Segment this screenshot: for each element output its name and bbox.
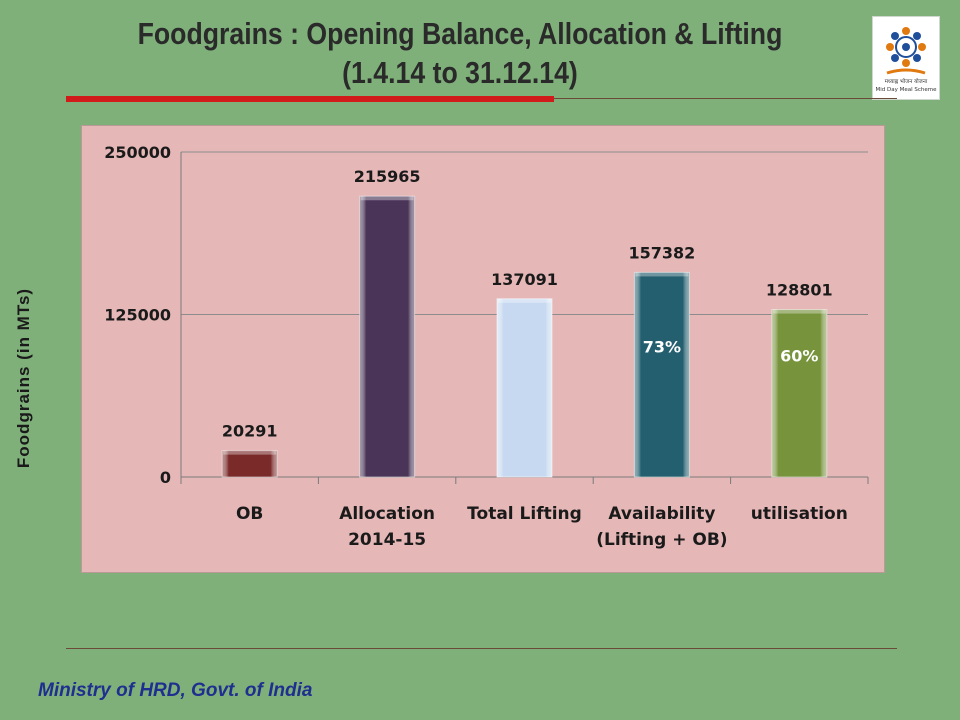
bar-highlight: [359, 195, 416, 478]
footer-ministry: Ministry of HRD, Govt. of India: [38, 680, 313, 701]
bar-value-label: 157382: [629, 243, 696, 262]
bar-value-label: 215965: [354, 167, 421, 186]
bar-highlight: [496, 298, 553, 478]
bar-top-bevel: [772, 309, 826, 314]
bar-highlight: [633, 271, 690, 478]
x-category-label: utilisation: [751, 504, 848, 524]
title-line-1: Foodgrains : Opening Balance, Allocation…: [137, 16, 783, 51]
x-category-label: (Lifting + OB): [596, 530, 727, 550]
footer-divider: [66, 648, 897, 649]
x-category-label: 2014-15: [348, 530, 426, 550]
bar-value-label: 20291: [222, 422, 278, 441]
logo-emblem-icon: मध्याह्न भोजन योजना Mid Day Meal Scheme: [875, 27, 937, 93]
y-tick-label: 250000: [104, 143, 171, 162]
chart-panel: 0 125000 250000 20291 OB 215965 Allocation 2014…: [81, 125, 885, 573]
y-axis-label: Foodgrains (in MTs): [14, 287, 33, 469]
y-tick-label: 125000: [104, 306, 171, 325]
bar-top-bevel: [635, 272, 689, 277]
bar-top-bevel: [498, 298, 551, 303]
bar-value-label: 137091: [491, 270, 558, 289]
page-title: Foodgrains : Opening Balance, Allocation…: [99, 14, 821, 92]
x-category-label: Availability: [608, 504, 715, 524]
title-divider: [554, 98, 897, 99]
bar-value-label: 128801: [766, 281, 833, 300]
x-category-label: Total Lifting: [467, 504, 582, 524]
logo-hindi-text: मध्याह्न भोजन योजना: [885, 78, 928, 85]
bar-percent-label: 60%: [780, 347, 818, 366]
bar-top-bevel: [223, 450, 277, 455]
bar-highlight: [771, 309, 828, 478]
mid-day-meal-logo: मध्याह्न भोजन योजना Mid Day Meal Scheme: [872, 16, 940, 100]
bar-percent-label: 73%: [643, 337, 681, 356]
x-category-label: Allocation: [339, 504, 435, 524]
logo-english-text: Mid Day Meal Scheme: [875, 87, 937, 93]
x-category-label: OB: [236, 504, 263, 524]
title-line-2: (1.4.14 to 31.12.14): [342, 55, 578, 90]
bar-top-bevel: [360, 196, 414, 201]
y-tick-label: 0: [160, 468, 171, 487]
bar-highlight: [221, 450, 278, 478]
bar-chart: 0 125000 250000 20291 OB 215965 Allocation 2014…: [104, 143, 869, 550]
title-accent-rule: [66, 96, 554, 102]
